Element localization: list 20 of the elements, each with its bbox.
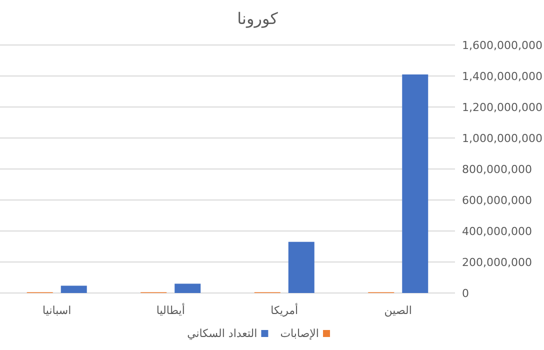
x-tick-label: الصين [384,304,412,317]
y-tick-label: 200,000,000 [462,256,532,269]
y-tick-label: 400,000,000 [462,225,532,238]
y-tick-label: 1,400,000,000 [462,70,542,83]
bar [60,286,87,293]
bar [174,284,201,293]
y-tick-label: 1,200,000,000 [462,101,542,114]
y-tick-label: 0 [462,287,469,300]
bar [402,74,428,293]
y-tick-label: 800,000,000 [462,163,532,176]
x-tick-label: أمريكا [270,303,298,317]
y-tick-label: 600,000,000 [462,194,532,207]
x-tick-label: اسبانيا [42,304,72,317]
x-tick-label: أيطاليا [156,303,185,317]
y-tick-label: 1,600,000,000 [462,39,542,52]
legend-label: التعداد السكاني [187,327,258,340]
legend-label: الإصابات [280,327,319,340]
chart-title: كورونا [237,9,278,28]
y-tick-label: 1,000,000,000 [462,132,542,145]
bar [288,242,314,293]
